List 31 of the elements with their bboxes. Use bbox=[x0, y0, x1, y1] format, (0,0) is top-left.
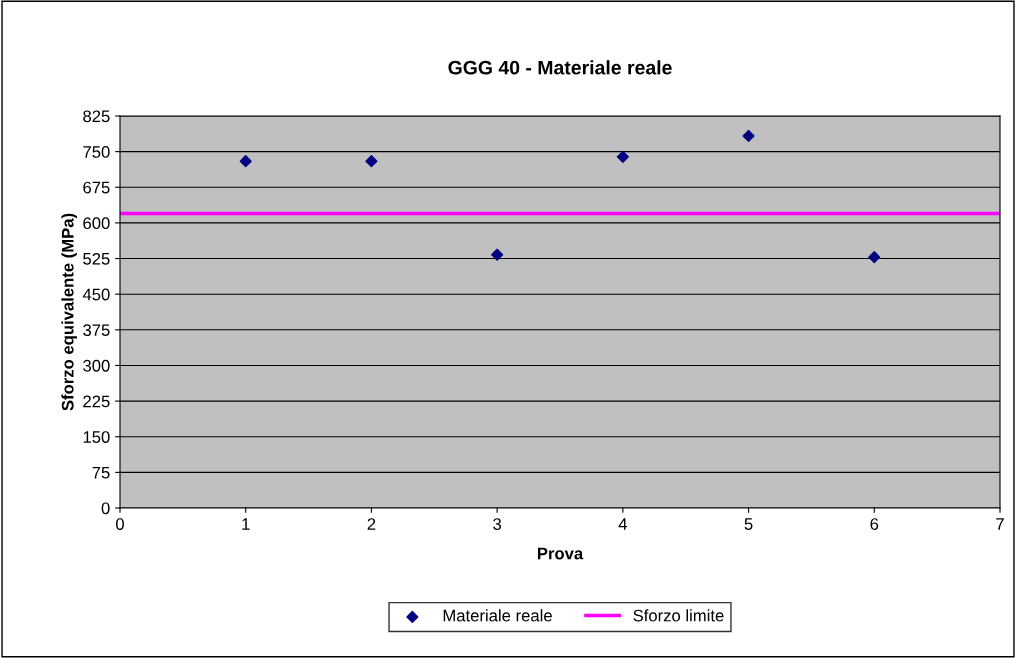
y-tick-label: 450 bbox=[82, 288, 110, 301]
point bbox=[365, 155, 378, 168]
y-tick-label: 750 bbox=[83, 146, 110, 158]
y-tick-label: 375 bbox=[83, 324, 110, 337]
x-tick-label: 2 bbox=[367, 518, 376, 530]
x-tick-label: 6 bbox=[870, 518, 879, 530]
point bbox=[239, 155, 252, 168]
legend-label: Materiale reale bbox=[443, 609, 552, 622]
x-tick-label: 5 bbox=[744, 518, 753, 530]
x-tick-label: 3 bbox=[493, 518, 502, 530]
point bbox=[616, 150, 629, 163]
y-axis-title: Sforzo equivalente (MPa) bbox=[61, 213, 77, 411]
point bbox=[868, 251, 881, 264]
x-tick-label: 7 bbox=[996, 518, 1004, 530]
y-tick-label: 675 bbox=[83, 181, 110, 194]
point bbox=[742, 129, 755, 143]
y-tick-label: 150 bbox=[83, 431, 110, 443]
x-tick-label: 4 bbox=[618, 518, 627, 530]
x-axis-title: Prova bbox=[537, 547, 584, 560]
x-tick-label: 0 bbox=[116, 518, 124, 530]
y-tick-label: 75 bbox=[92, 466, 110, 479]
x-tick-label: 1 bbox=[242, 518, 250, 530]
y-tick-label: 300 bbox=[83, 359, 110, 372]
legend-label: Sforzo limite bbox=[633, 609, 724, 622]
chart-title: GGG 40 - Materiale reale bbox=[448, 60, 672, 75]
y-tick-label: 825 bbox=[83, 110, 110, 123]
y-tick-label: 0 bbox=[101, 502, 110, 515]
y-tick-label: 225 bbox=[83, 395, 110, 408]
y-tick-label: 600 bbox=[83, 217, 110, 230]
y-tick-label: 525 bbox=[83, 252, 110, 265]
point bbox=[491, 248, 504, 261]
